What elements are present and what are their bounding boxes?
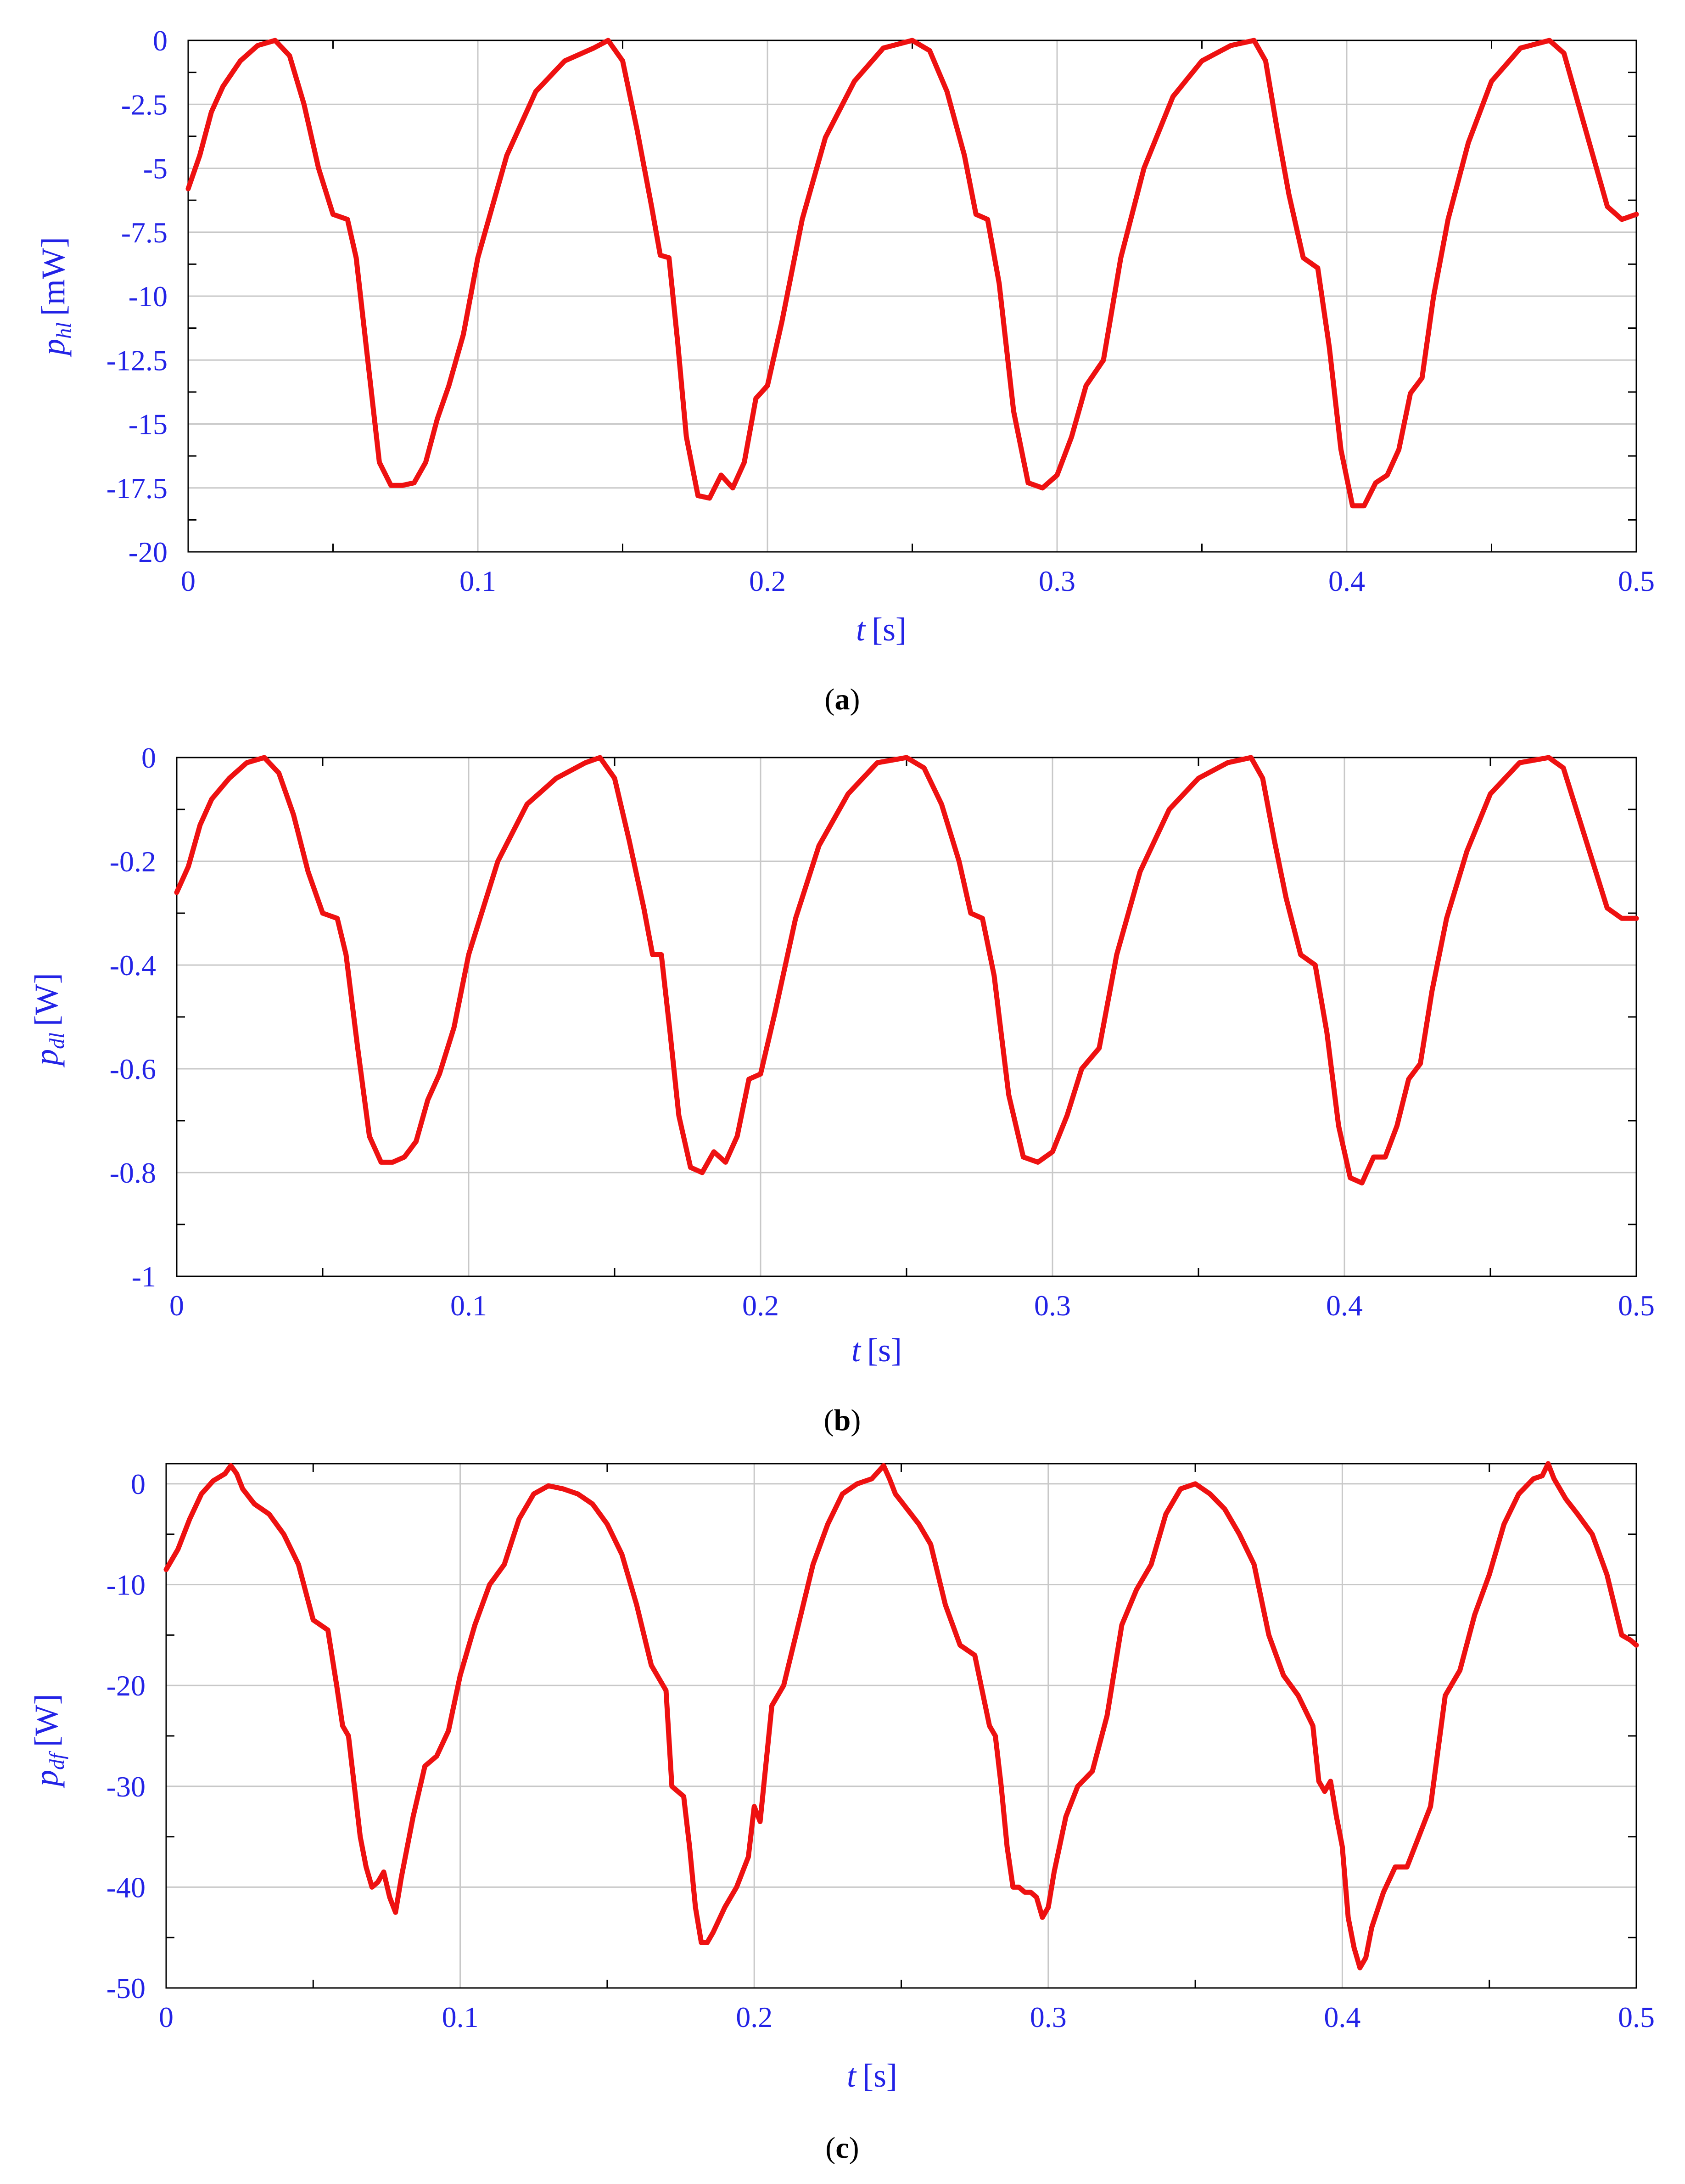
y-tick-label: 0 — [131, 1468, 146, 1500]
x-tick-label: 0.1 — [459, 565, 496, 597]
y-tick-label: -40 — [106, 1871, 146, 1903]
y-subscript: hl — [52, 322, 75, 339]
y-tick-label: -5 — [143, 152, 168, 185]
x-symbol: t — [847, 2057, 857, 2094]
series-line — [174, 755, 1639, 1186]
x-unit: [s] — [867, 1332, 902, 1369]
x-tick-label: 0.5 — [1618, 2001, 1655, 2033]
y-tick-label: -50 — [106, 1972, 146, 2004]
caption-letter: a — [835, 683, 850, 716]
x-tick-label: 0.5 — [1618, 565, 1655, 597]
x-tick-label: 0.5 — [1618, 1289, 1655, 1322]
caption-b: (b) — [824, 1404, 861, 1437]
x-tick-label: 0.2 — [736, 2001, 773, 2033]
x-tick-label: 0.1 — [442, 2001, 479, 2033]
caption-c: (c) — [825, 2131, 859, 2165]
y-axis-label-a: phl [mW] — [35, 237, 75, 358]
y-tick-label: -30 — [106, 1770, 146, 1803]
x-tick-label: 0.4 — [1324, 2001, 1360, 2033]
x-unit: [s] — [862, 2057, 897, 2094]
panel-a: 0 0.1 0.2 0.3 0.4 0.5 0 -2.5 -5 -7.5 -10 -12.5 -15 -1… — [106, 24, 1655, 597]
y-symbol: p — [28, 1770, 65, 1789]
y-tick-label: -0.2 — [110, 845, 156, 878]
caption-a: (a) — [825, 683, 860, 716]
x-axis-label-c: t [s] — [847, 2057, 897, 2094]
x-tick-label: 0 — [159, 2001, 174, 2033]
y-subscript: dl — [45, 1033, 68, 1049]
x-tick-label: 0.2 — [749, 565, 786, 597]
y-tick-label: -7.5 — [121, 216, 168, 249]
x-tick-label: 0.1 — [450, 1289, 487, 1322]
x-axis-label-b: t [s] — [851, 1332, 902, 1369]
series-line — [185, 38, 1639, 509]
y-tick-label: -0.8 — [110, 1157, 156, 1189]
y-tick-label: -0.4 — [110, 949, 156, 982]
y-subscript: df — [45, 1751, 68, 1770]
y-tick-label: -17.5 — [106, 472, 168, 505]
y-tick-label: -10 — [106, 1569, 146, 1601]
y-tick-label: -2.5 — [121, 88, 168, 121]
plot-frame — [165, 1463, 1637, 1989]
panel-c: 0 0.1 0.2 0.3 0.4 0.5 0 -10 -20 -30 -40 -50 — [106, 1461, 1655, 2033]
caption-letter: c — [835, 2131, 849, 2165]
x-tick-label: 0 — [169, 1289, 184, 1322]
y-tick-label: -10 — [129, 280, 168, 313]
x-symbol: t — [851, 1332, 862, 1369]
y-tick-label: -0.6 — [110, 1053, 156, 1085]
x-unit: [s] — [872, 611, 907, 648]
x-tick-label: 0.4 — [1328, 565, 1365, 597]
y-axis-label-c: pdf [W] — [28, 1694, 68, 1789]
y-tick-label: 0 — [141, 741, 156, 774]
x-axis-label-a: t [s] — [856, 611, 907, 648]
y-symbol: p — [28, 1049, 65, 1068]
x-tick-label: 0 — [181, 565, 196, 597]
y-unit: [mW] — [35, 237, 72, 316]
caption-letter: b — [834, 1404, 851, 1437]
x-tick-label: 0.4 — [1326, 1289, 1363, 1322]
y-symbol: p — [35, 339, 72, 358]
x-tick-label: 0.2 — [742, 1289, 779, 1322]
series-line — [163, 1461, 1639, 1971]
y-tick-label: -12.5 — [106, 344, 168, 376]
y-tick-label: 0 — [153, 24, 168, 57]
y-tick-label: -20 — [106, 1669, 146, 1702]
y-tick-label: -15 — [129, 408, 168, 441]
x-tick-label: 0.3 — [1030, 2001, 1067, 2033]
y-unit: [W] — [28, 973, 65, 1026]
x-tick-label: 0.3 — [1039, 565, 1075, 597]
x-symbol: t — [856, 611, 866, 648]
x-tick-label: 0.3 — [1034, 1289, 1071, 1322]
y-tick-label: -1 — [132, 1260, 156, 1293]
panel-b: 0 0.1 0.2 0.3 0.4 0.5 0 -0.2 -0.4 -0.6 -0.8 -1 — [110, 741, 1655, 1322]
y-axis-label-b: pdl [W] — [28, 973, 68, 1068]
y-tick-label: -20 — [129, 536, 168, 568]
y-unit: [W] — [28, 1694, 65, 1747]
